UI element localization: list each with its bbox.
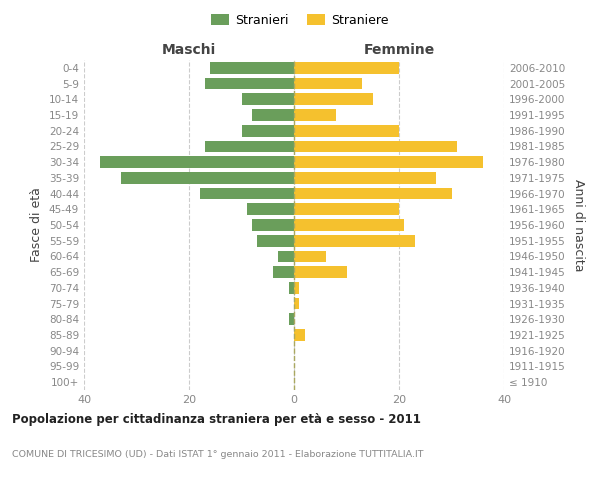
Legend: Stranieri, Straniere: Stranieri, Straniere [206,8,394,32]
Bar [294,235,415,246]
Y-axis label: Fasce di età: Fasce di età [31,188,43,262]
Bar [294,109,336,121]
Bar [257,235,294,246]
Bar [100,156,294,168]
Bar [294,172,436,184]
Bar [199,188,294,200]
Bar [121,172,294,184]
Text: COMUNE DI TRICESIMO (UD) - Dati ISTAT 1° gennaio 2011 - Elaborazione TUTTITALIA.: COMUNE DI TRICESIMO (UD) - Dati ISTAT 1°… [12,450,424,459]
Bar [205,78,294,90]
Bar [294,250,325,262]
Bar [278,250,294,262]
Bar [294,329,305,341]
Bar [294,219,404,231]
Bar [247,204,294,215]
Bar [294,156,483,168]
Bar [294,62,399,74]
Bar [294,94,373,105]
Bar [294,140,457,152]
Bar [205,140,294,152]
Text: Maschi: Maschi [162,43,216,57]
Bar [294,188,452,200]
Bar [294,282,299,294]
Text: Femmine: Femmine [364,43,434,57]
Bar [241,125,294,136]
Bar [294,298,299,310]
Y-axis label: Anni di nascita: Anni di nascita [572,179,585,271]
Bar [289,314,294,325]
Bar [294,125,399,136]
Bar [294,266,347,278]
Bar [241,94,294,105]
Bar [294,204,399,215]
Bar [252,219,294,231]
Bar [273,266,294,278]
Bar [289,282,294,294]
Text: Popolazione per cittadinanza straniera per età e sesso - 2011: Popolazione per cittadinanza straniera p… [12,412,421,426]
Bar [252,109,294,121]
Bar [210,62,294,74]
Bar [294,78,362,90]
